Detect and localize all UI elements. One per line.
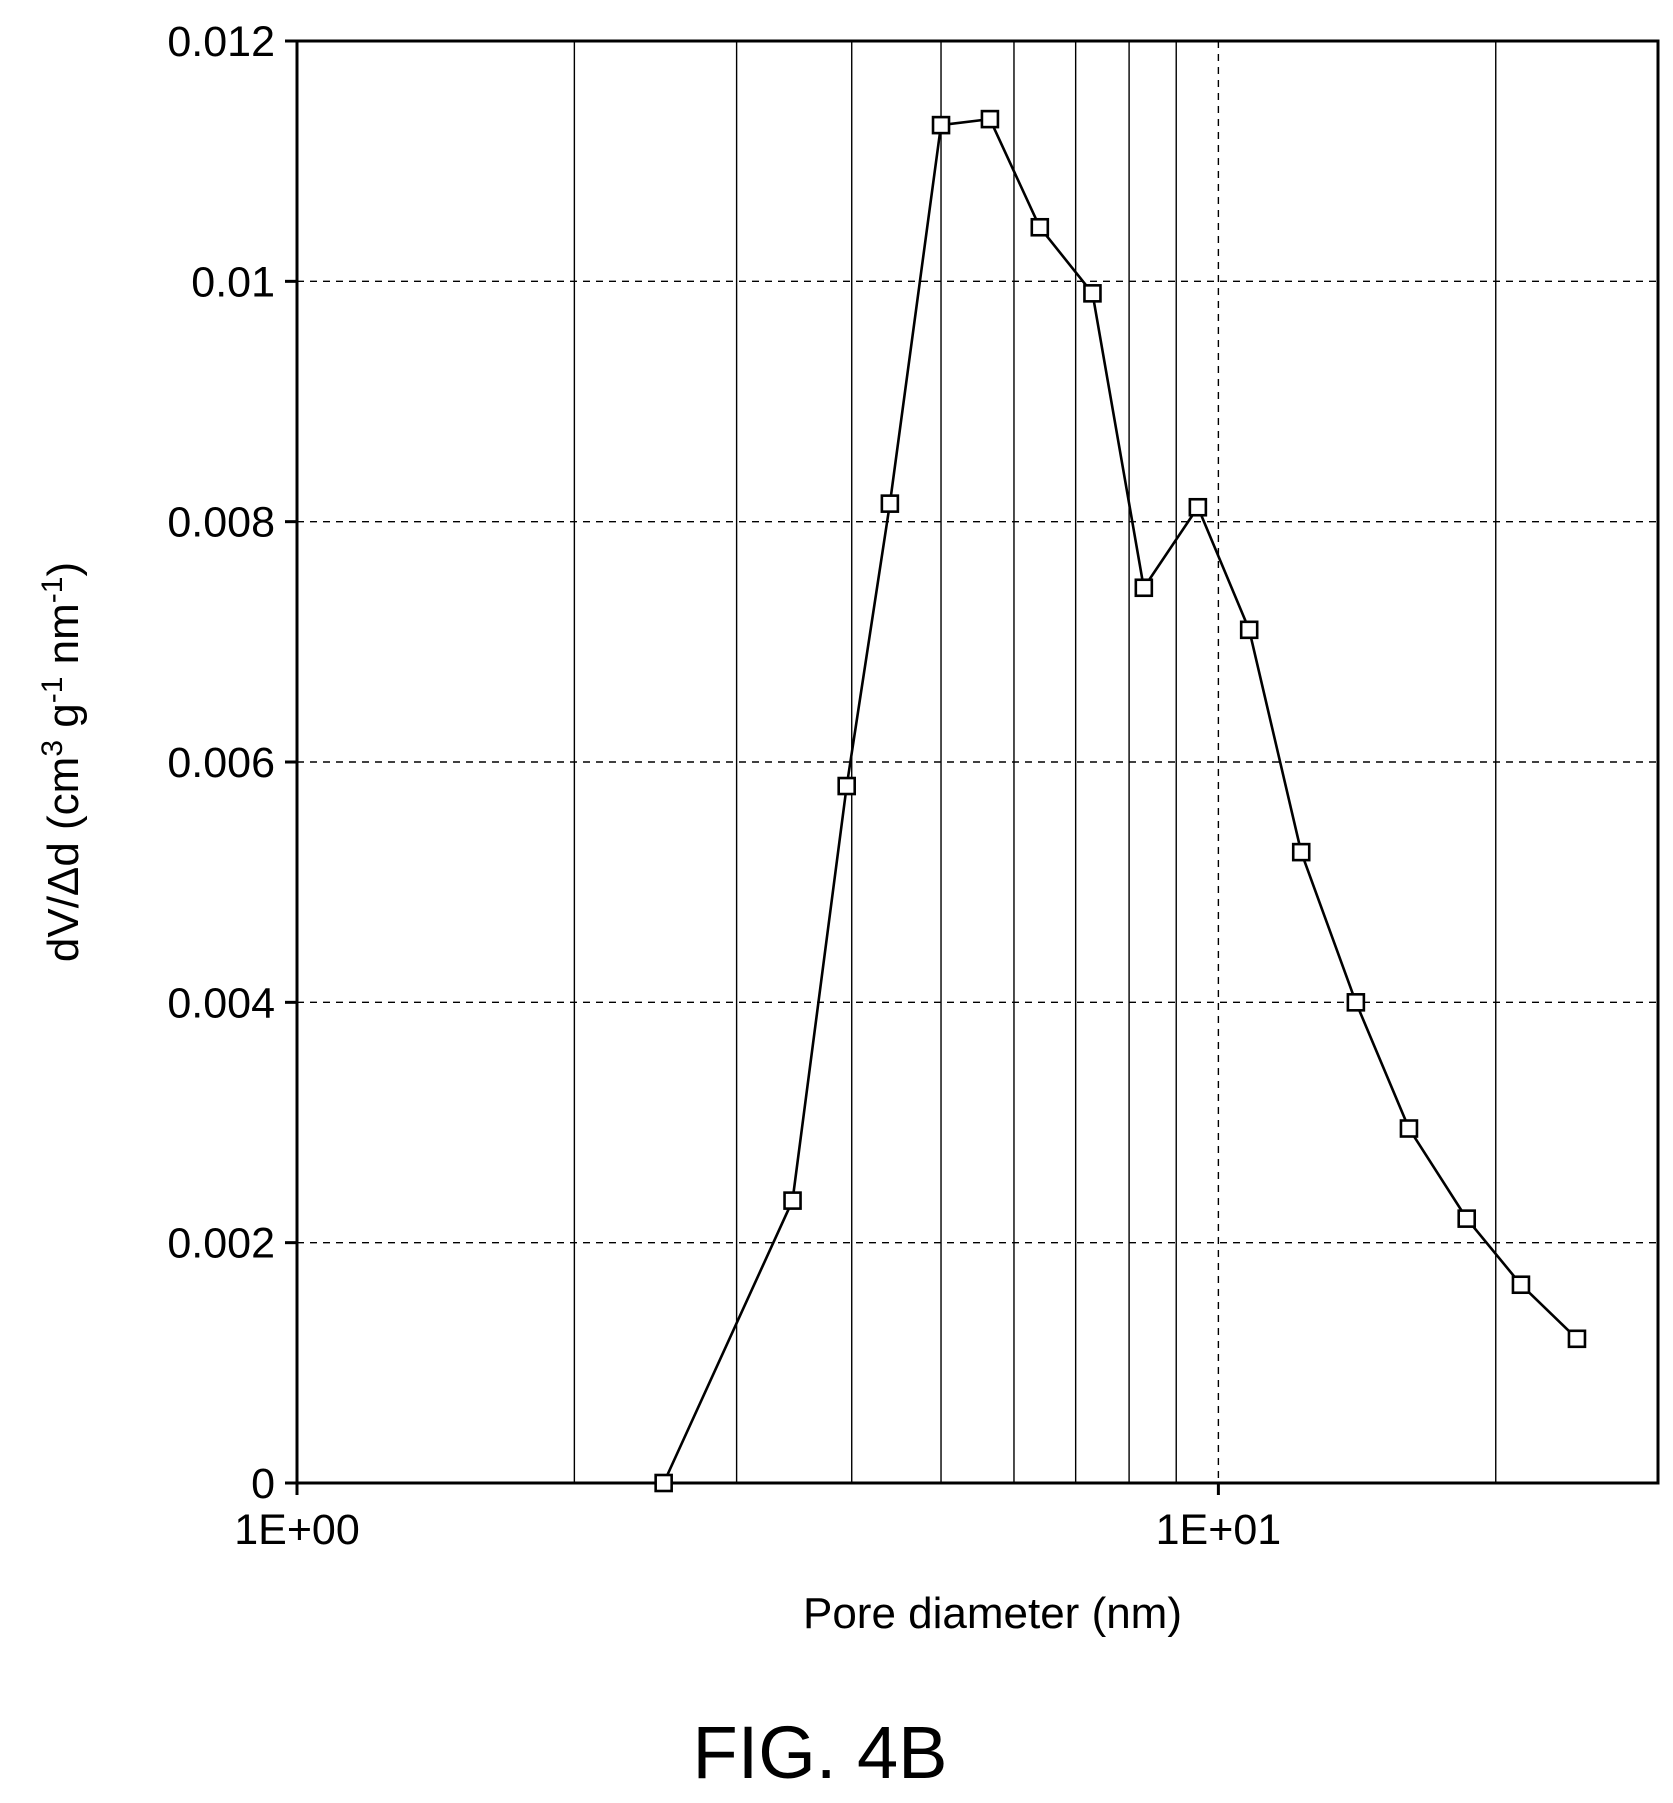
y-axis-title-superscript: -1: [36, 577, 69, 604]
data-point: [1239, 620, 1259, 640]
y-axis-title-part: ): [39, 562, 88, 577]
y-axis-title-part: g: [39, 703, 88, 740]
data-point: [783, 1191, 802, 1210]
y-axis-title-superscript: -1: [36, 677, 69, 704]
y-tick-label: 0.008: [167, 499, 275, 547]
y-tick-label: 0.004: [167, 979, 275, 1027]
data-point: [1567, 1329, 1587, 1349]
y-axis-title-part: dV/Δd (cm: [39, 757, 88, 962]
y-tick-label: 0.012: [167, 18, 275, 66]
data-point: [654, 1473, 673, 1493]
data-point: [1346, 993, 1366, 1012]
y-tick-label: 0: [251, 1460, 275, 1508]
data-point: [931, 115, 951, 135]
data-point: [1511, 1275, 1531, 1295]
y-tick-label: 0.002: [167, 1220, 275, 1268]
y-tick-label: 0.006: [167, 739, 275, 787]
data-point: [880, 494, 900, 513]
data-point: [1134, 578, 1154, 598]
data-point: [1030, 217, 1050, 237]
tick-layer: 0 0.002 0.004 0.006 0.008 0.01 0.012 1E+00 1E+01: [167, 18, 1281, 1554]
x-tick-label: 1E+01: [1156, 1506, 1282, 1554]
data-point: [980, 109, 1000, 129]
data-point: [837, 776, 856, 796]
y-axis-title-superscript: 3: [36, 740, 69, 757]
x-axis-title: Pore diameter (nm): [803, 1589, 1182, 1638]
x-tick-label: 1E+00: [234, 1506, 360, 1554]
data-point: [1291, 842, 1311, 862]
grid-lines: [297, 41, 1658, 1483]
data-point: [1083, 284, 1102, 303]
series-line: [662, 117, 1578, 1484]
data-point: [1457, 1209, 1477, 1228]
data-point: [1188, 497, 1208, 517]
data-point: [1399, 1119, 1419, 1138]
y-tick-label: 0.01: [191, 258, 275, 306]
y-axis-title-part: nm: [39, 603, 88, 676]
y-axis-title: dV/Δd (cm3 g-1 nm-1): [36, 562, 89, 962]
series-layer: [654, 109, 1587, 1493]
figure-caption: FIG. 4B: [693, 1711, 948, 1794]
